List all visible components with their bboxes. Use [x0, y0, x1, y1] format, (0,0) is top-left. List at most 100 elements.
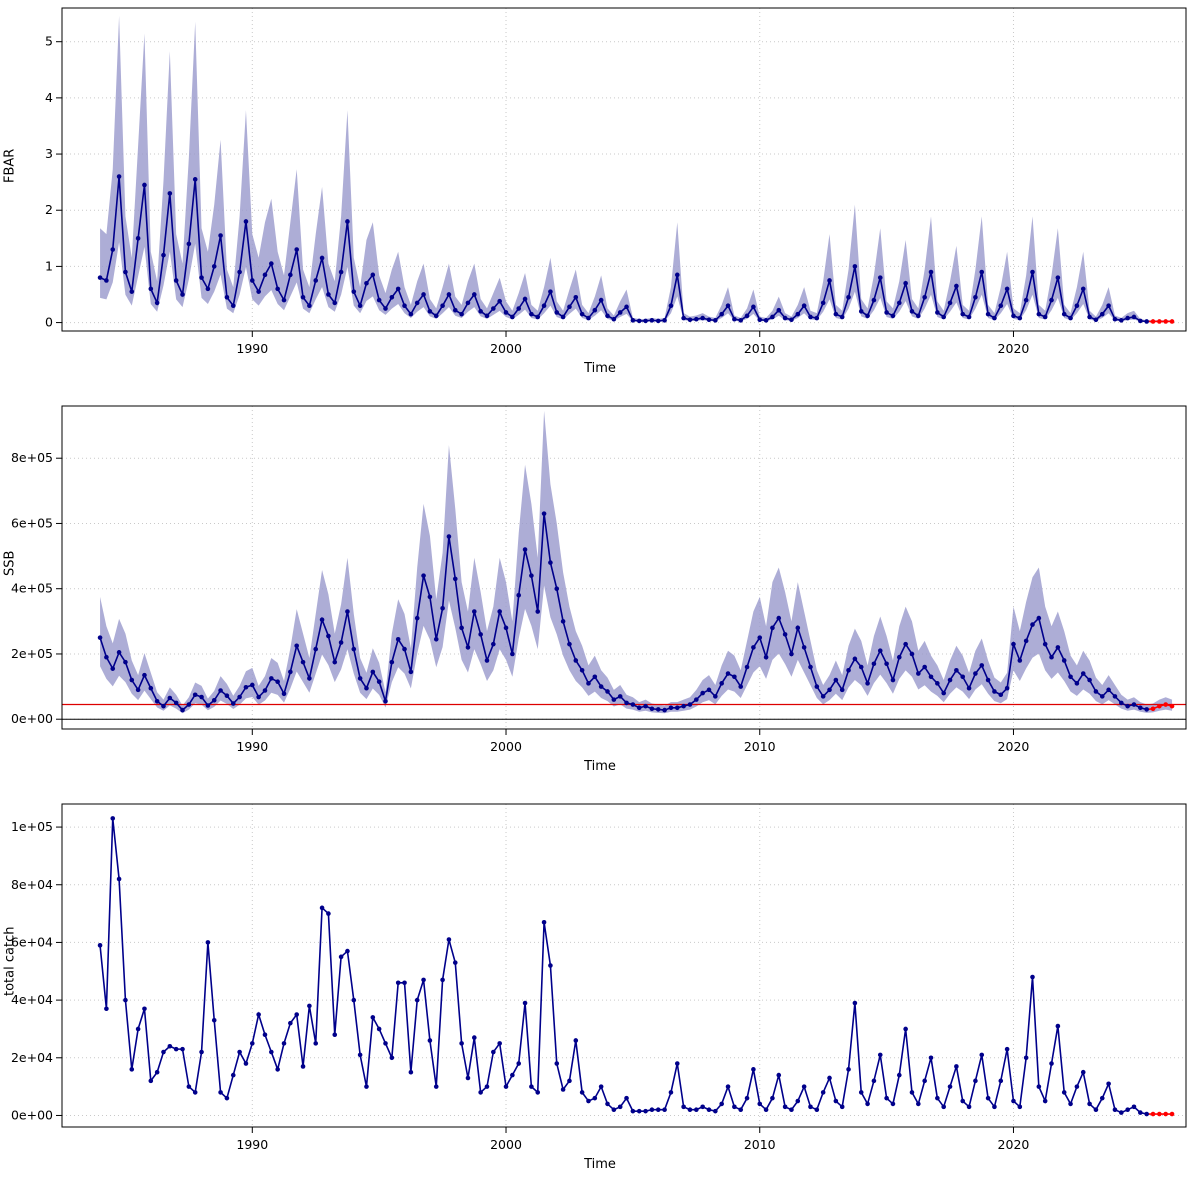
ssb-chart: 1990 2000 2010 2020 0e+00 2e+05 4e+05 6e+05 8e+0…	[11, 405, 1187, 754]
data-point	[598, 1084, 604, 1089]
data-point	[884, 661, 889, 667]
data-point	[649, 1107, 655, 1112]
data-point	[998, 692, 1004, 698]
data-point	[871, 297, 877, 303]
data-point	[611, 697, 617, 702]
data-point	[522, 1000, 528, 1006]
data-point	[364, 1084, 369, 1089]
data-point	[719, 311, 724, 317]
data-point	[402, 646, 407, 652]
data-point	[1049, 654, 1054, 660]
data-point	[104, 278, 109, 283]
data-point	[751, 304, 756, 310]
data-point	[535, 314, 541, 320]
data-point	[1030, 974, 1035, 980]
data-point	[319, 905, 325, 911]
data-point	[960, 311, 966, 317]
data-point	[1017, 658, 1023, 663]
forecast-point	[1157, 703, 1162, 709]
data-point	[199, 694, 204, 700]
data-point	[858, 309, 864, 314]
data-point	[903, 1026, 908, 1032]
data-point	[529, 1084, 534, 1089]
data-point	[192, 177, 198, 182]
data-point	[954, 283, 959, 289]
data-point	[694, 316, 699, 322]
data-point	[630, 702, 636, 707]
data-point	[1036, 1084, 1042, 1089]
data-point	[877, 275, 883, 280]
data-point	[884, 310, 889, 315]
data-point	[465, 300, 471, 306]
data-point	[960, 674, 966, 680]
data-point	[116, 650, 122, 655]
data-point	[326, 633, 331, 639]
forecast-point	[1150, 706, 1156, 712]
data-point	[402, 980, 407, 986]
data-point	[370, 272, 376, 278]
data-point	[135, 1026, 141, 1032]
data-point	[1023, 1055, 1029, 1061]
data-point	[148, 1078, 154, 1084]
ssb-x-axis-label: Time	[584, 759, 616, 774]
data-point	[104, 1006, 109, 1012]
data-point	[662, 707, 667, 713]
data-point	[1042, 314, 1048, 320]
data-point	[738, 1107, 744, 1112]
data-point	[827, 1075, 832, 1081]
data-point	[389, 1055, 395, 1061]
data-point	[998, 1078, 1004, 1084]
data-point	[966, 1104, 972, 1110]
forecast-point	[1150, 1111, 1156, 1117]
data-point	[357, 676, 363, 681]
data-point	[617, 1104, 623, 1110]
data-point	[256, 1012, 261, 1017]
data-point	[364, 685, 369, 691]
data-point	[896, 1072, 902, 1078]
data-point	[332, 1032, 338, 1038]
data-point	[161, 703, 166, 709]
y-tick-label: 5	[45, 34, 53, 49]
data-point	[1099, 694, 1105, 699]
data-point	[979, 269, 985, 275]
data-point	[922, 1078, 927, 1084]
data-point	[801, 303, 807, 309]
data-point	[839, 1104, 845, 1110]
data-point	[884, 1095, 889, 1101]
x-tick-label: 2020	[998, 739, 1030, 754]
data-point	[928, 1055, 934, 1061]
y-tick-label: 6e+04	[11, 934, 53, 949]
data-point	[465, 645, 471, 650]
data-point	[674, 1061, 680, 1066]
data-point	[262, 688, 268, 693]
data-point	[154, 300, 160, 306]
data-point	[395, 286, 401, 292]
data-point	[332, 659, 338, 665]
y-tick-label: 8e+05	[11, 450, 53, 465]
data-point	[478, 309, 483, 314]
x-tick-label: 2020	[998, 1137, 1030, 1152]
data-point	[846, 294, 851, 300]
data-point	[719, 1101, 724, 1107]
data-point	[516, 592, 522, 598]
data-point	[472, 609, 477, 614]
data-point	[681, 315, 686, 321]
data-point	[230, 701, 236, 706]
data-point	[154, 698, 160, 704]
y-tick-label: 4e+05	[11, 581, 53, 596]
data-point	[351, 289, 357, 294]
fbar-x-axis-label: Time	[584, 361, 616, 376]
data-point	[237, 269, 242, 275]
data-point	[516, 1061, 522, 1066]
data-point	[1030, 622, 1035, 627]
data-point	[808, 664, 813, 670]
data-point	[763, 318, 769, 323]
data-point	[554, 310, 560, 315]
data-point	[757, 1101, 763, 1107]
data-point	[395, 636, 401, 642]
data-point	[814, 1107, 820, 1112]
catch-chart: 1990 2000 2010 2020 0e+00 2e+04 4e+04 6e+04 8e+0…	[11, 803, 1187, 1152]
forecast-point	[1157, 1111, 1162, 1117]
data-point	[827, 687, 832, 693]
data-point	[916, 1101, 921, 1107]
